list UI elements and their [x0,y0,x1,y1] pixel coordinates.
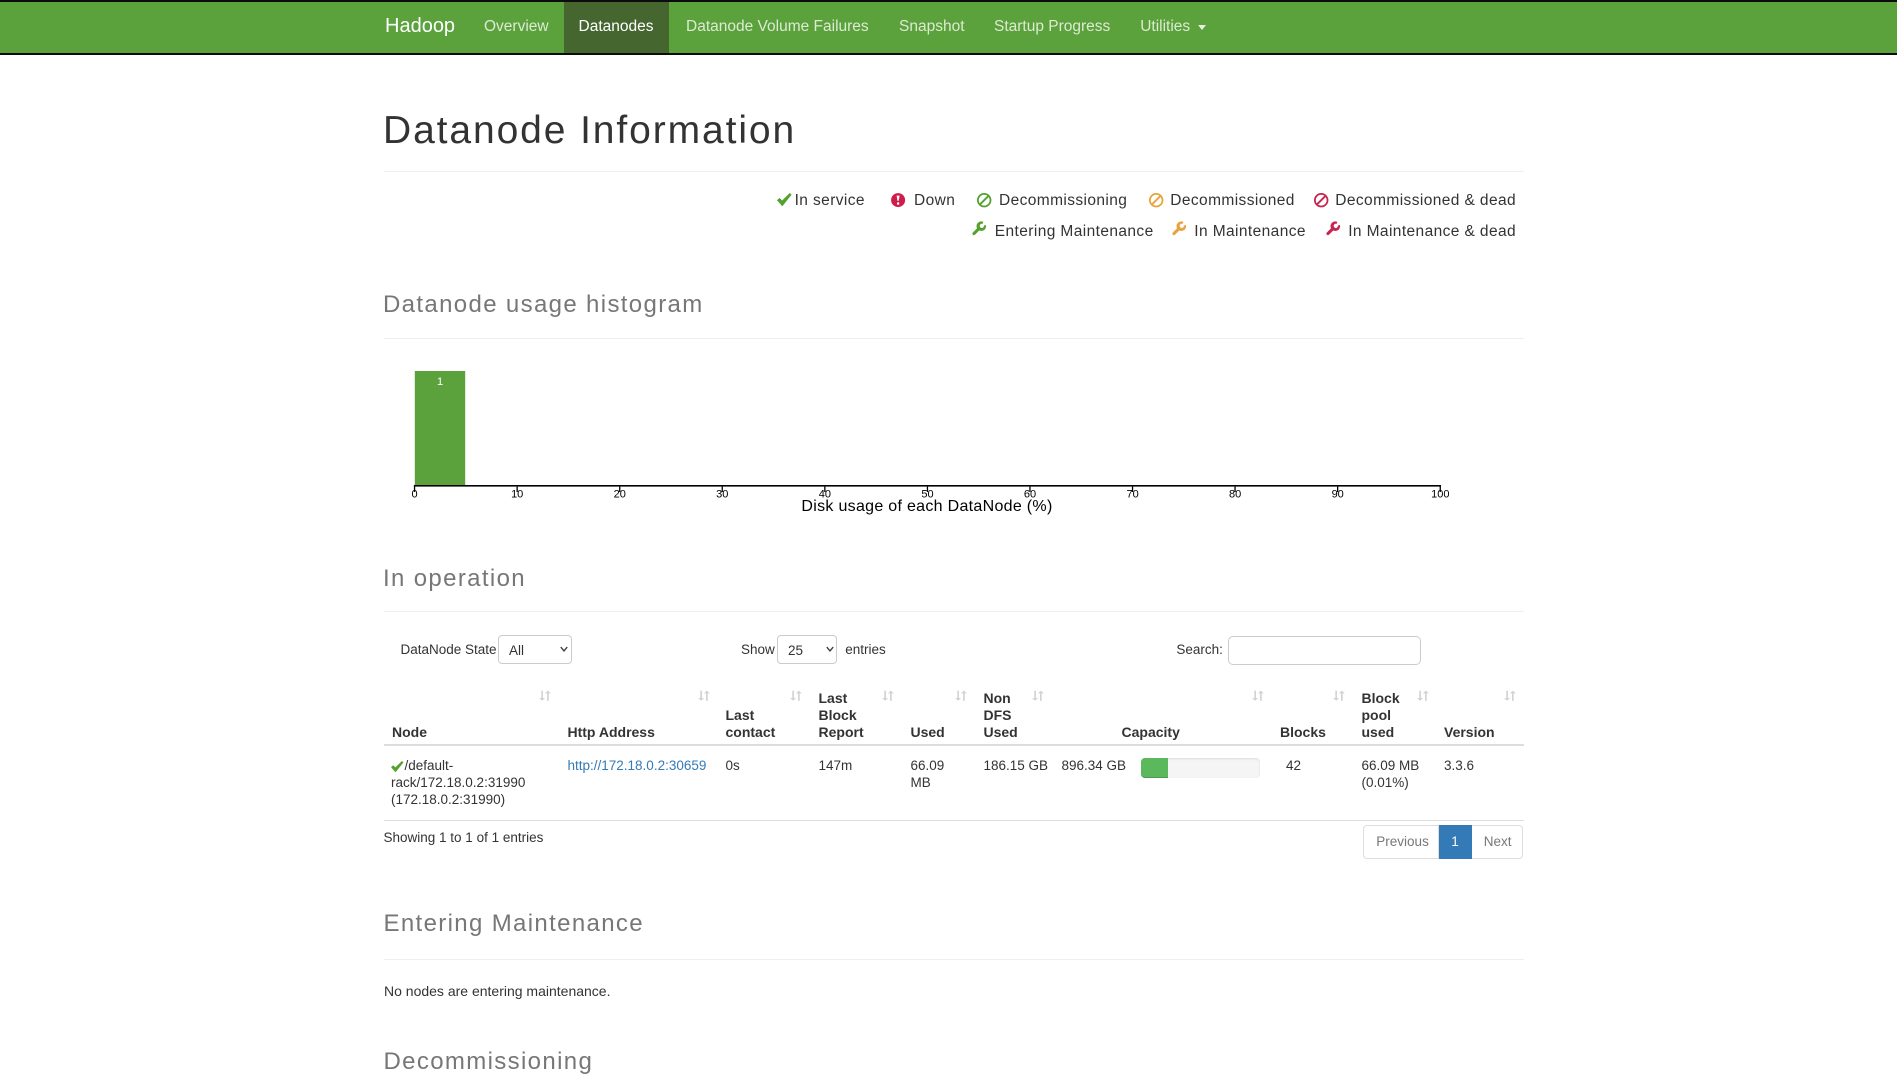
svg-text:1: 1 [437,376,443,388]
svg-text:90: 90 [1332,489,1344,501]
svg-text:0: 0 [412,489,418,501]
svg-text:20: 20 [614,489,626,501]
svg-text:10: 10 [511,489,523,501]
svg-text:100: 100 [1431,489,1449,501]
svg-text:80: 80 [1229,489,1241,501]
svg-text:50: 50 [921,489,933,501]
svg-text:30: 30 [716,489,728,501]
svg-text:60: 60 [1024,489,1036,501]
svg-text:40: 40 [819,489,831,501]
svg-text:Disk usage of each DataNode (%: Disk usage of each DataNode (%) [801,498,1052,515]
svg-text:70: 70 [1126,489,1138,501]
